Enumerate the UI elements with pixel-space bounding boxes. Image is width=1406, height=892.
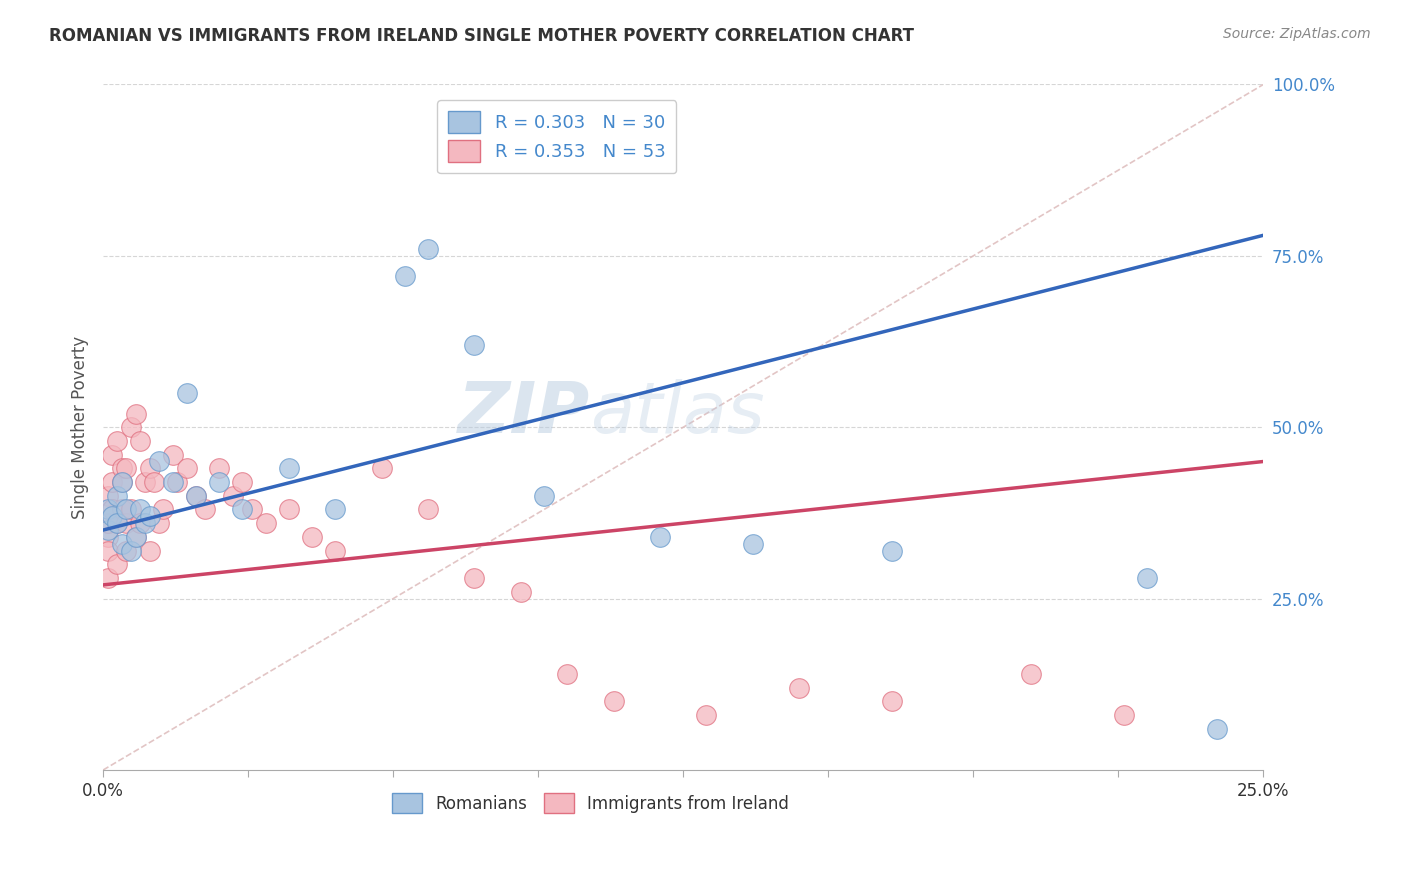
Point <box>166 475 188 489</box>
Legend: Romanians, Immigrants from Ireland: Romanians, Immigrants from Ireland <box>382 783 799 823</box>
Text: ZIP: ZIP <box>458 379 591 448</box>
Point <box>1206 722 1229 736</box>
Point <box>370 461 392 475</box>
Point <box>323 502 346 516</box>
Point <box>129 516 152 531</box>
Point <box>882 694 904 708</box>
Point <box>162 448 184 462</box>
Point <box>533 489 555 503</box>
Point <box>120 543 142 558</box>
Point <box>105 558 128 572</box>
Point <box>277 461 299 475</box>
Point <box>184 489 207 503</box>
Point <box>124 530 146 544</box>
Point <box>97 530 120 544</box>
Point <box>138 509 160 524</box>
Point <box>115 461 138 475</box>
Point <box>138 461 160 475</box>
Point <box>648 530 671 544</box>
Point <box>97 523 120 537</box>
Point <box>277 502 299 516</box>
Point <box>120 502 142 516</box>
Point <box>208 475 231 489</box>
Point <box>416 502 439 516</box>
Point <box>323 543 346 558</box>
Point <box>105 489 128 503</box>
Point <box>555 667 578 681</box>
Point <box>148 454 170 468</box>
Point <box>208 461 231 475</box>
Point <box>129 502 152 516</box>
Point <box>463 571 485 585</box>
Point <box>695 708 717 723</box>
Point <box>97 502 120 516</box>
Y-axis label: Single Mother Poverty: Single Mother Poverty <box>72 335 89 519</box>
Point <box>148 516 170 531</box>
Point <box>231 475 253 489</box>
Point <box>115 516 138 531</box>
Point <box>124 530 146 544</box>
Point <box>111 475 134 489</box>
Point <box>602 694 624 708</box>
Point <box>394 269 416 284</box>
Point <box>194 502 217 516</box>
Point <box>105 516 128 531</box>
Point <box>231 502 253 516</box>
Point <box>741 537 763 551</box>
Point <box>787 681 810 695</box>
Point <box>152 502 174 516</box>
Point <box>1136 571 1159 585</box>
Point <box>176 386 198 401</box>
Point <box>134 475 156 489</box>
Point <box>176 461 198 475</box>
Point <box>138 543 160 558</box>
Point <box>184 489 207 503</box>
Point <box>882 543 904 558</box>
Point <box>162 475 184 489</box>
Point <box>101 502 124 516</box>
Point <box>240 502 263 516</box>
Point <box>105 516 128 531</box>
Point <box>1114 708 1136 723</box>
Point <box>416 242 439 256</box>
Point <box>111 475 134 489</box>
Point <box>97 516 120 531</box>
Point <box>463 338 485 352</box>
Point <box>97 489 120 503</box>
Point <box>509 584 531 599</box>
Point <box>111 537 134 551</box>
Point <box>111 461 134 475</box>
Point <box>134 516 156 531</box>
Point <box>222 489 245 503</box>
Point <box>101 448 124 462</box>
Point <box>124 407 146 421</box>
Point <box>111 502 134 516</box>
Point <box>120 420 142 434</box>
Point <box>105 434 128 448</box>
Point <box>254 516 277 531</box>
Point <box>101 475 124 489</box>
Point <box>129 434 152 448</box>
Point <box>115 502 138 516</box>
Point <box>97 571 120 585</box>
Point <box>101 509 124 524</box>
Point <box>143 475 166 489</box>
Point <box>97 543 120 558</box>
Point <box>1021 667 1043 681</box>
Point <box>115 543 138 558</box>
Point <box>301 530 323 544</box>
Text: atlas: atlas <box>591 379 765 448</box>
Text: ROMANIAN VS IMMIGRANTS FROM IRELAND SINGLE MOTHER POVERTY CORRELATION CHART: ROMANIAN VS IMMIGRANTS FROM IRELAND SING… <box>49 27 914 45</box>
Text: Source: ZipAtlas.com: Source: ZipAtlas.com <box>1223 27 1371 41</box>
